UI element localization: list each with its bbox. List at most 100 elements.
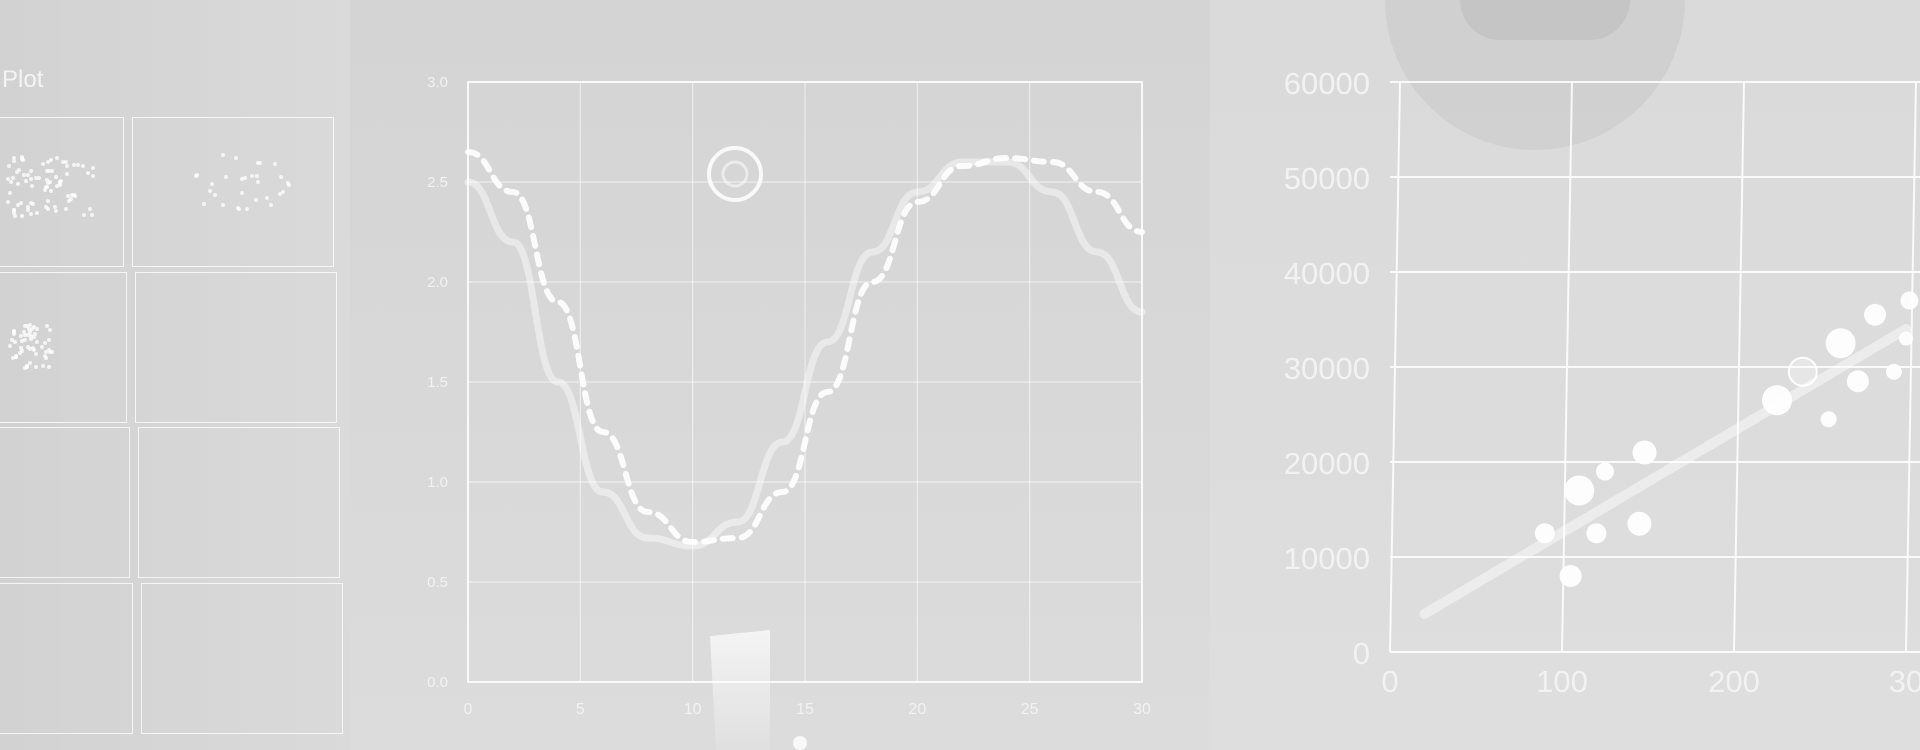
matrix-point (80, 163, 85, 168)
matrix-point (28, 169, 33, 174)
matrix-point (253, 198, 258, 203)
scatter-y-tick-label: 20000 (1284, 446, 1370, 481)
matrix-point (47, 338, 52, 343)
matrix-point (11, 329, 16, 334)
matrix-point (54, 174, 59, 179)
scatter-point (1885, 363, 1902, 380)
line-y-tick-label: 1.0 (427, 474, 448, 491)
matrix-panel (132, 117, 334, 267)
matrix-point (32, 347, 37, 352)
scatter-point (1627, 511, 1652, 536)
matrix-point (242, 175, 247, 180)
matrix-point (257, 161, 262, 166)
matrix-point (50, 349, 55, 354)
matrix-point (13, 340, 18, 345)
matrix-point (47, 169, 52, 174)
matrix-point (12, 159, 17, 164)
scatter-point (1825, 328, 1856, 359)
matrix-point (10, 176, 15, 181)
matrix-point (10, 338, 15, 343)
matrix-point (18, 350, 23, 355)
matrix-point (31, 335, 36, 340)
scatter-point (1846, 370, 1869, 393)
scatter-y-tick-label: 0 (1353, 636, 1370, 671)
matrix-point (24, 363, 29, 368)
matrix-point (53, 204, 58, 209)
matrix-point (29, 176, 34, 181)
matrix-point (43, 350, 48, 355)
line-x-tick-label: 10 (684, 701, 702, 718)
matrix-point (17, 168, 22, 173)
matrix-point (91, 166, 95, 171)
matrix-point (268, 203, 273, 208)
scatter-x-tick-label: 30 (1889, 664, 1920, 699)
scatter-point (1632, 440, 1657, 465)
scatter-point (1899, 331, 1913, 346)
matrix-point (265, 195, 270, 200)
matrix-point (85, 170, 90, 175)
dashed-series-line (465, 149, 1145, 546)
matrix-point (12, 210, 17, 215)
matrix-point (88, 206, 93, 211)
matrix-point (213, 193, 218, 198)
matrix-point (54, 156, 59, 161)
matrix-point (22, 337, 27, 342)
line-x-tick-label: 15 (796, 701, 814, 718)
matrix-point (255, 173, 260, 178)
matrix-point (210, 181, 214, 186)
matrix-point (71, 162, 76, 167)
matrix-point (64, 207, 69, 212)
matrix-point (47, 348, 52, 352)
matrix-point (234, 156, 239, 161)
matrix-point (25, 204, 30, 209)
scatter-x-gridline (1733, 81, 1745, 653)
matrix-point (48, 179, 53, 184)
matrix-point (20, 157, 25, 162)
matrix-point (65, 171, 70, 176)
matrix-panel (141, 583, 343, 734)
matrix-point (28, 323, 33, 328)
matrix-point (31, 346, 36, 351)
matrix-point (280, 189, 285, 194)
matrix-point (90, 174, 95, 179)
scatter-point (1534, 523, 1555, 544)
matrix-point (22, 324, 27, 329)
scatter-y-tick-label: 50000 (1284, 161, 1370, 196)
scatter-point (1762, 385, 1792, 416)
light-reflection (710, 630, 770, 750)
matrix-point (23, 366, 28, 370)
scatter-y-tick-label: 60000 (1284, 66, 1370, 101)
matrix-panel (135, 272, 337, 423)
matrix-point (76, 163, 81, 168)
marker-dot (793, 736, 807, 750)
matrix-panel (138, 427, 340, 578)
matrix-point (8, 344, 12, 349)
solid-series-line (464, 158, 1146, 550)
matrix-point (287, 183, 292, 188)
matrix-point (41, 363, 46, 368)
matrix-point (66, 199, 71, 204)
scatter-y-tick-label: 10000 (1284, 541, 1370, 576)
matrix-point (65, 164, 70, 169)
matrix-point (33, 332, 38, 337)
scatter-x-gridline (1389, 81, 1401, 653)
matrix-point (45, 168, 50, 173)
matrix-point (20, 338, 25, 343)
scatter-y-tick-label: 30000 (1284, 351, 1370, 386)
matrix-point (41, 161, 46, 166)
matrix-point (278, 192, 283, 197)
matrix-point (224, 175, 229, 180)
matrix-point (273, 161, 278, 166)
scatter-point (1864, 303, 1887, 326)
matrix-point (68, 196, 73, 201)
line-y-tick-label: 2.5 (427, 174, 448, 191)
matrix-point (33, 365, 38, 370)
matrix-point (46, 207, 51, 212)
line-y-tick-label: 1.5 (427, 374, 448, 391)
matrix-point (31, 325, 36, 330)
matrix-point (66, 193, 71, 198)
matrix-point (278, 175, 283, 180)
scatter-point (1820, 411, 1837, 428)
matrix-point (26, 208, 31, 213)
